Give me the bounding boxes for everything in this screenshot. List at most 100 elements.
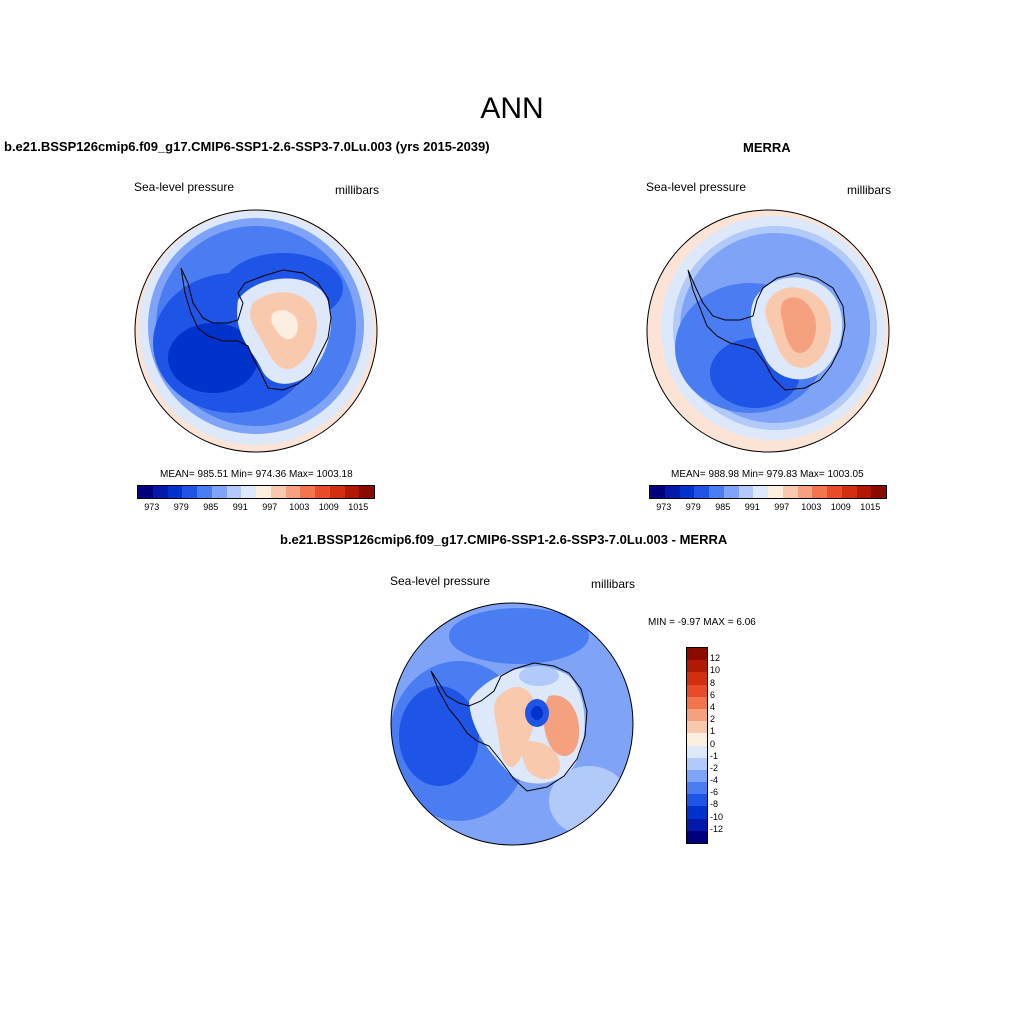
diff-colorbar	[686, 647, 708, 844]
left-colorbar-tick-label: 1003	[289, 502, 310, 512]
right-colorbar-swatch	[812, 486, 827, 498]
left-variable-label: Sea-level pressure	[134, 180, 235, 194]
left-panel-heading: b.e21.BSSP126cmip6.f09_g17.CMIP6-SSP1-2.…	[4, 139, 490, 154]
left-colorbar-swatch	[270, 486, 286, 498]
diff-colorbar-tick-label: 8	[710, 677, 716, 688]
right-colorbar-swatch	[650, 486, 665, 498]
left-colorbar-labels: 973 979 985 991 997 1003 1009 1015	[137, 502, 373, 514]
right-colorbar-tick-label: 991	[744, 502, 760, 512]
diff-colorbar-tick-label: 4	[710, 701, 716, 712]
diff-polar-map	[390, 602, 634, 846]
diff-colorbar-tick-label: 6	[710, 689, 716, 700]
diff-colorbar-swatch	[687, 648, 707, 661]
right-colorbar-swatch	[797, 486, 813, 498]
diff-colorbar-swatch	[687, 733, 707, 746]
diff-colorbar-tick-label: -10	[710, 811, 724, 822]
right-colorbar-tick-label: 973	[656, 502, 672, 512]
left-colorbar-tick-label: 985	[203, 502, 219, 512]
diff-colorbar-swatch	[687, 721, 707, 734]
right-colorbar-swatch	[768, 486, 783, 498]
right-colorbar-swatch	[827, 486, 842, 498]
left-colorbar-swatch	[182, 486, 197, 498]
diff-panel-heading: b.e21.BSSP126cmip6.f09_g17.CMIP6-SSP1-2.…	[280, 532, 728, 547]
left-colorbar-tick-label: 979	[173, 502, 189, 512]
figure-title: ANN	[480, 92, 544, 125]
left-colorbar-swatch	[167, 486, 183, 498]
left-colorbar-swatch	[300, 486, 315, 498]
right-colorbar-swatch	[856, 486, 872, 498]
diff-colorbar-swatch	[687, 782, 707, 795]
diff-colorbar-swatch	[687, 769, 707, 783]
right-colorbar-swatch	[679, 486, 695, 498]
diff-colorbar-tick-label: -2	[710, 762, 719, 773]
left-colorbar-swatch	[241, 486, 256, 498]
left-colorbar-swatch	[197, 486, 212, 498]
left-colorbar-swatch	[359, 486, 374, 498]
left-colorbar-tick-label: 991	[232, 502, 248, 512]
right-variable-label: Sea-level pressure	[646, 180, 747, 194]
right-colorbar-tick-label: 1003	[801, 502, 822, 512]
right-colorbar-swatch	[694, 486, 709, 498]
left-colorbar-tick-label: 1009	[318, 502, 339, 512]
right-colorbar-labels: 973 979 985 991 997 1003 1009 1015	[649, 502, 885, 514]
left-stats: MEAN= 985.51 Min= 974.36 Max= 1003.18	[160, 469, 353, 480]
diff-variable-label: Sea-level pressure	[390, 574, 491, 588]
diff-colorbar-swatch	[687, 794, 707, 807]
diff-colorbar-swatch	[687, 745, 707, 758]
diff-units-label: millibars	[591, 577, 636, 591]
right-colorbar	[649, 485, 887, 499]
right-colorbar-swatch	[709, 486, 724, 498]
right-polar-map	[646, 209, 890, 453]
right-stats: MEAN= 988.98 Min= 979.83 Max= 1003.05	[671, 469, 864, 480]
left-polar-map	[134, 209, 378, 453]
diff-colorbar-tick-label: 1	[710, 726, 716, 737]
diff-colorbar-swatch	[687, 684, 707, 697]
right-colorbar-swatch	[723, 486, 739, 498]
left-colorbar-swatch	[285, 486, 301, 498]
right-colorbar-tick-label: 979	[685, 502, 701, 512]
diff-colorbar-tick-label: -8	[710, 799, 719, 810]
right-colorbar-swatch	[841, 486, 857, 498]
diff-colorbar-tick-label: -6	[710, 787, 719, 798]
diff-colorbar-swatch	[687, 830, 707, 843]
diff-min-max: MIN = -9.97 MAX = 6.06	[648, 617, 756, 628]
right-colorbar-tick-label: 1009	[830, 502, 851, 512]
right-panel-heading: MERRA	[743, 140, 791, 155]
right-colorbar-tick-label: 1015	[860, 502, 881, 512]
diff-colorbar-swatch	[687, 708, 707, 722]
left-colorbar-swatch	[344, 486, 360, 498]
diff-colorbar-swatch	[687, 818, 707, 831]
left-colorbar	[137, 485, 375, 499]
left-colorbar-tick-label: 1015	[348, 502, 369, 512]
diff-colorbar-tick-label: -12	[710, 823, 724, 834]
right-colorbar-swatch	[738, 486, 754, 498]
right-colorbar-tick-label: 997	[774, 502, 790, 512]
diff-colorbar-swatch	[687, 806, 707, 819]
diff-colorbar-swatch	[687, 696, 707, 709]
left-colorbar-swatch	[152, 486, 168, 498]
right-colorbar-swatch	[753, 486, 768, 498]
diff-colorbar-tick-label: 12	[710, 653, 721, 664]
diff-colorbar-tick-label: -1	[710, 750, 719, 761]
left-colorbar-swatch	[329, 486, 345, 498]
diff-colorbar-swatch	[687, 672, 707, 685]
right-colorbar-tick-label: 985	[715, 502, 731, 512]
left-colorbar-tick-label: 973	[144, 502, 160, 512]
right-colorbar-swatch	[782, 486, 798, 498]
left-units-label: millibars	[335, 183, 380, 197]
diff-colorbar-swatch	[687, 660, 707, 673]
right-units-label: millibars	[847, 183, 892, 197]
left-colorbar-swatch	[138, 486, 153, 498]
left-colorbar-swatch	[256, 486, 271, 498]
left-colorbar-swatch	[226, 486, 242, 498]
right-colorbar-swatch	[871, 486, 886, 498]
diff-colorbar-labels: 12 10 8 6 4 2 1 0 -1 -2 -4 -6 -8 -10 -12	[710, 647, 740, 842]
diff-colorbar-tick-label: 0	[710, 738, 716, 749]
left-colorbar-tick-label: 997	[262, 502, 278, 512]
left-colorbar-swatch	[211, 486, 227, 498]
diff-colorbar-tick-label: -4	[710, 775, 719, 786]
diff-colorbar-tick-label: 10	[710, 665, 721, 676]
left-colorbar-swatch	[315, 486, 330, 498]
diff-colorbar-swatch	[687, 757, 707, 770]
diff-colorbar-tick-label: 2	[710, 714, 716, 725]
